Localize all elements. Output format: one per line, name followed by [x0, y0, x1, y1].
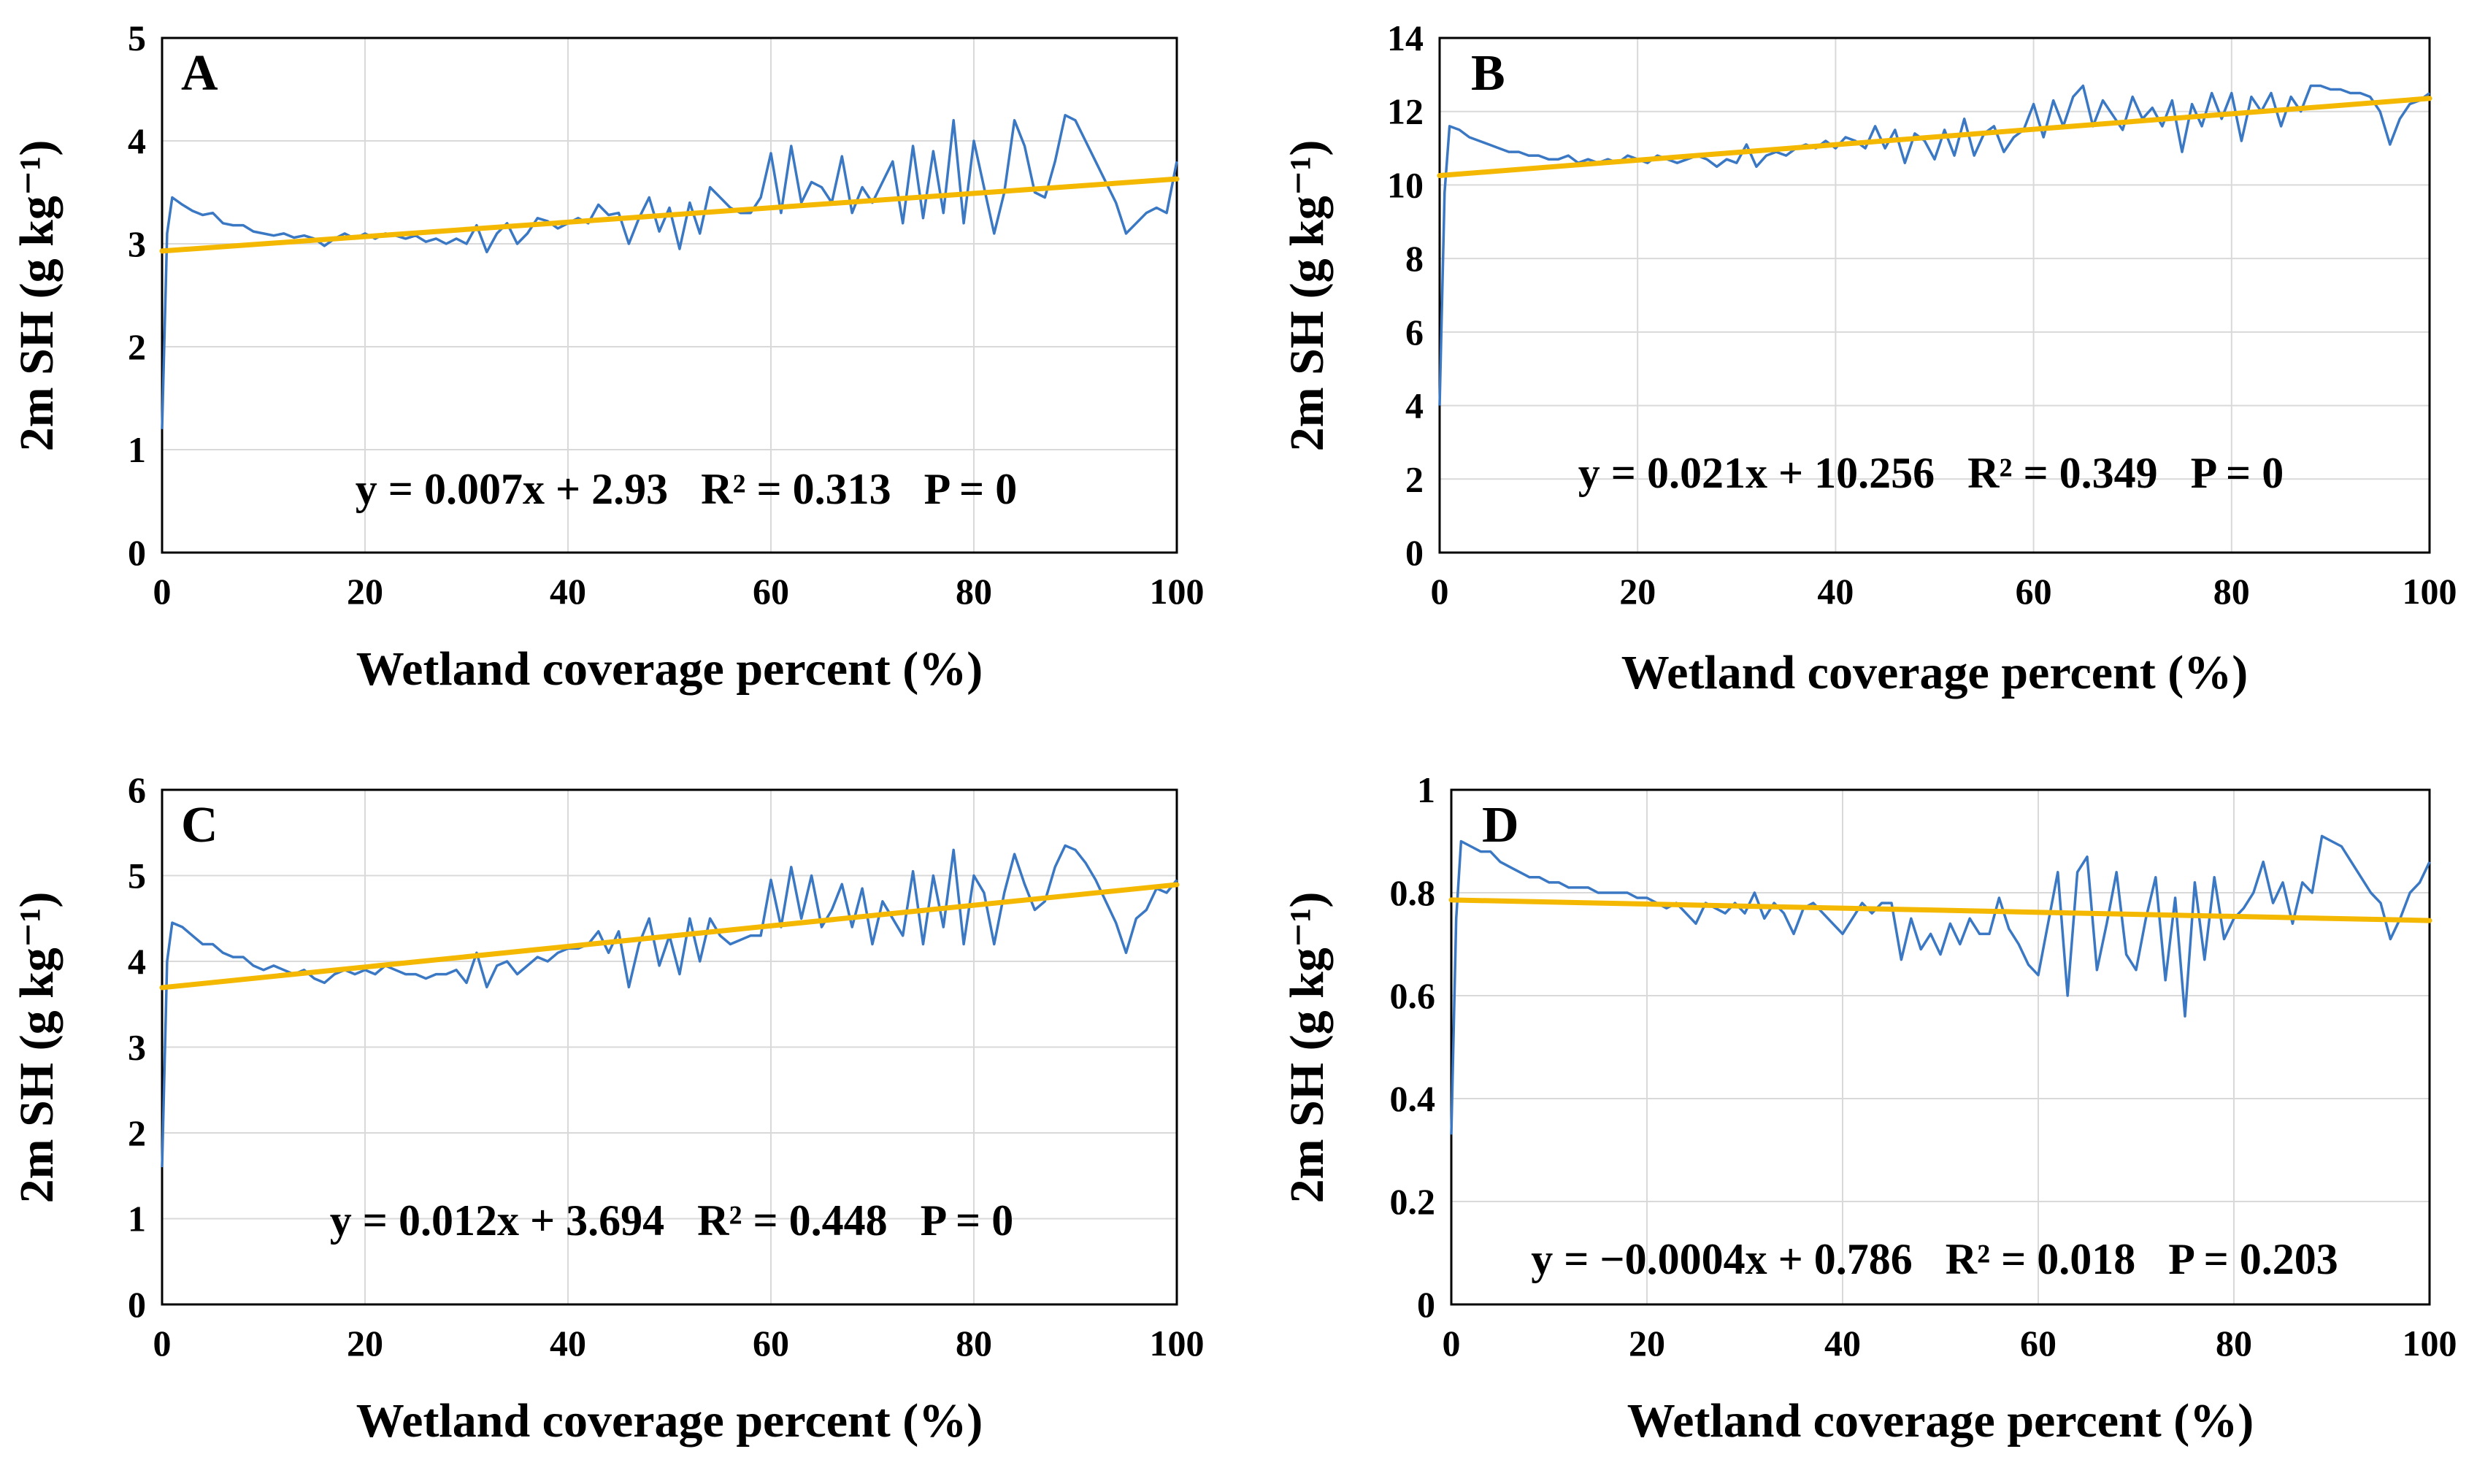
trend-line [1448, 897, 2432, 923]
y-tick-label: 0.4 [1390, 1078, 1436, 1119]
y-tick-label: 5 [128, 18, 146, 58]
y-tick-label: 0.2 [1390, 1181, 1436, 1222]
x-axis-title: Wetland coverage percent (%) [356, 642, 983, 696]
y-axis-title: 2m SH (g kg⁻¹) [10, 140, 64, 452]
y-tick-label: 4 [1405, 385, 1424, 426]
x-tick-label: 0 [1443, 1323, 1461, 1364]
chart-panel-c: 0 20 40 60 80 100 0 1 2 3 4 5 6Cy = 0.012x + 3.694 R… [10, 769, 1204, 1448]
x-axis-title: Wetland coverage percent (%) [1627, 1394, 2254, 1448]
y-tick-label: 8 [1405, 238, 1424, 279]
y-tick-label: 4 [128, 941, 146, 982]
x-tick-label: 100 [2403, 1323, 2457, 1364]
x-axis-title: Wetland coverage percent (%) [1621, 646, 2248, 699]
y-tick-label: 5 [128, 856, 146, 896]
y-tick-label: 3 [128, 1027, 146, 1068]
chart-panel-d: 0 20 40 60 80 100 0 0.2 0.4 0.6 0.8 1 Dy = −0.0004x … [1280, 769, 2457, 1448]
x-tick-label: 40 [550, 571, 586, 612]
y-tick-label: 4 [128, 120, 146, 161]
panel-letter: A [181, 45, 218, 101]
y-tick-label: 1 [128, 1199, 146, 1239]
x-tick-label: 20 [1629, 1323, 1665, 1364]
x-tick-label: 80 [956, 1323, 992, 1364]
x-tick-label: 60 [753, 571, 789, 612]
panel-letter: C [181, 797, 218, 853]
y-tick-label: 0 [128, 1284, 146, 1325]
y-tick-label: 10 [1387, 164, 1424, 205]
x-tick-label: 60 [2016, 571, 2052, 612]
chart-panel-a: 0 20 40 60 80 100 0 1 2 3 4 5Ay = 0.007x + 2.93 R² … [10, 18, 1204, 696]
regression-equation: y = 0.012x + 3.694 R² = 0.448 P = 0 [330, 1196, 1013, 1245]
x-tick-label: 0 [153, 1323, 172, 1364]
y-tick-label: 12 [1387, 91, 1424, 132]
y-tick-label: 14 [1387, 18, 1424, 58]
y-tick-label: 1 [128, 429, 146, 470]
y-tick-label: 2 [128, 1112, 146, 1153]
y-tick-label: 0 [1405, 532, 1424, 573]
x-tick-label: 80 [2216, 1323, 2252, 1364]
data-series-line [1438, 84, 2431, 406]
x-axis-title: Wetland coverage percent (%) [356, 1394, 983, 1448]
y-tick-label: 0.6 [1390, 975, 1436, 1016]
regression-equation: y = −0.0004x + 0.786 R² = 0.018 P = 0.20… [1531, 1235, 2338, 1283]
data-series-line [161, 114, 1178, 429]
x-tick-label: 40 [1824, 1323, 1861, 1364]
x-tick-label: 100 [1150, 1323, 1205, 1364]
plot-frame [161, 788, 1178, 1306]
plot-frame [1438, 36, 2431, 554]
y-tick-label: 2 [1405, 458, 1424, 499]
y-axis-title: 2m SH (g kg⁻¹) [1280, 892, 1334, 1204]
trend-line [1437, 96, 2432, 179]
plot-frame [161, 36, 1178, 554]
x-tick-label: 40 [1817, 571, 1854, 612]
x-tick-label: 60 [753, 1323, 789, 1364]
y-axis-title: 2m SH (g kg⁻¹) [10, 892, 64, 1204]
x-tick-label: 60 [2020, 1323, 2057, 1364]
regression-equation: y = 0.021x + 10.256 R² = 0.349 P = 0 [1578, 449, 2284, 497]
x-tick-label: 0 [1431, 571, 1449, 612]
trend-line [159, 882, 1180, 991]
x-tick-label: 80 [2213, 571, 2250, 612]
x-tick-label: 100 [2403, 571, 2457, 612]
x-tick-label: 100 [1150, 571, 1205, 612]
chart-panel-b: 0 20 40 60 80 100 0 2 4 6 8 10 12 14 By = 0.021x + 10.… [1280, 18, 2457, 699]
regression-equation: y = 0.007x + 2.93 R² = 0.313 P = 0 [356, 465, 1017, 513]
y-tick-label: 0 [1417, 1284, 1435, 1325]
trend-line [159, 176, 1180, 254]
data-series-line [161, 844, 1178, 1168]
x-tick-label: 20 [1619, 571, 1656, 612]
y-tick-label: 6 [128, 769, 146, 810]
data-series-line [1450, 834, 2431, 1135]
y-axis-title: 2m SH (g kg⁻¹) [1280, 140, 1334, 452]
y-tick-label: 3 [128, 223, 146, 264]
y-tick-label: 1 [1417, 769, 1435, 810]
y-tick-label: 0 [128, 532, 146, 573]
x-tick-label: 20 [347, 571, 383, 612]
y-tick-label: 2 [128, 326, 146, 367]
plot-frame [1450, 788, 2431, 1306]
y-tick-label: 0.8 [1390, 872, 1436, 913]
x-tick-label: 80 [956, 571, 992, 612]
panel-letter: D [1482, 797, 1519, 853]
x-tick-label: 0 [153, 571, 172, 612]
x-tick-label: 20 [347, 1323, 383, 1364]
x-tick-label: 40 [550, 1323, 586, 1364]
panel-letter: B [1471, 45, 1505, 101]
y-tick-label: 6 [1405, 312, 1424, 353]
